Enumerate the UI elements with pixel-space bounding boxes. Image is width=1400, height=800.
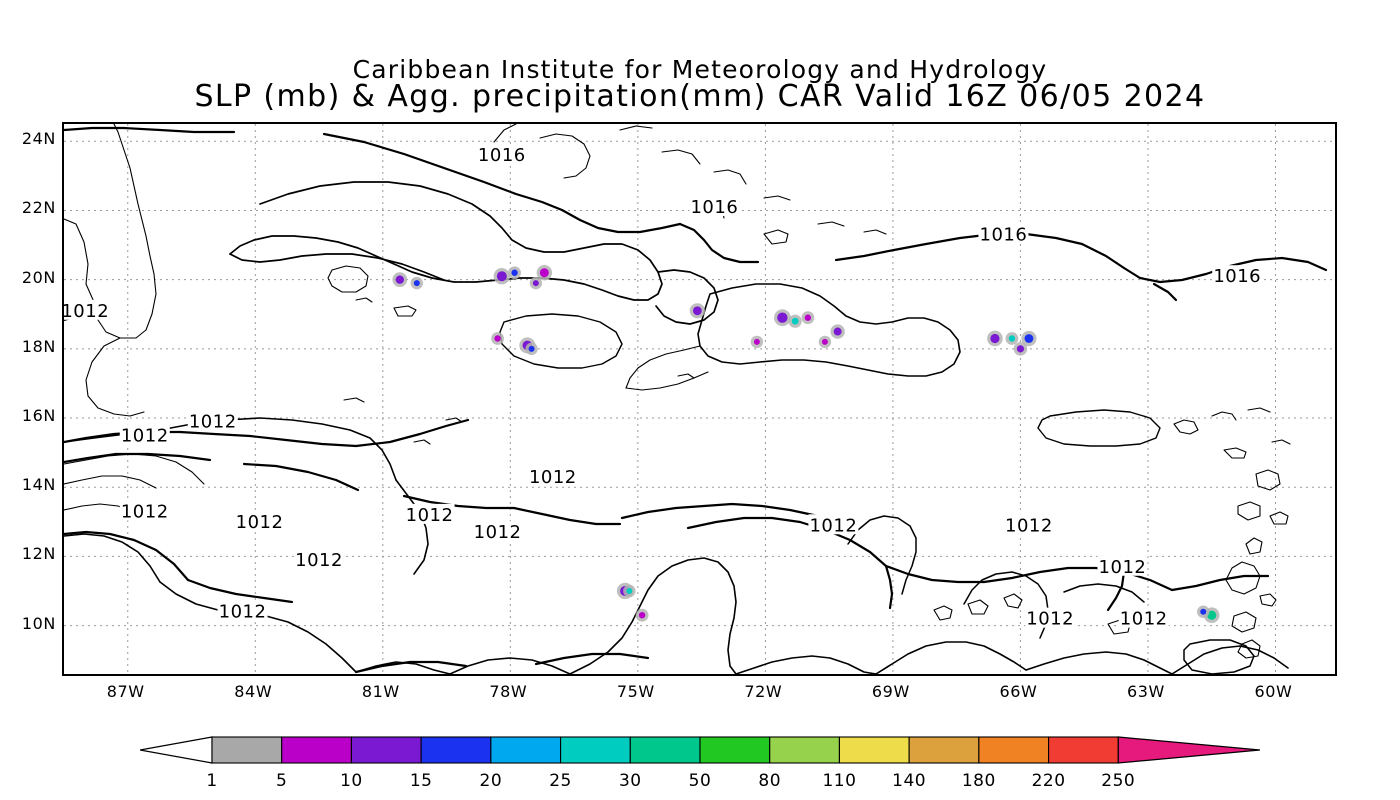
map-plot-area: 1016 1016 1016 1016 1012 1012 1012 1012 1012 1012… bbox=[62, 122, 1337, 676]
x-axis-tick-60W: 60W bbox=[1254, 682, 1293, 701]
colorbar-tick-25: 25 bbox=[549, 771, 572, 791]
y-axis-tick-24N: 24N bbox=[21, 129, 56, 149]
svg-text:1016: 1016 bbox=[1213, 266, 1261, 287]
x-axis-tick-63W: 63W bbox=[1126, 682, 1165, 701]
svg-text:1012: 1012 bbox=[121, 425, 169, 446]
precipitation-colorbar: 1 5 10 15 20 25 30 50 80 110 140 180 220 250 bbox=[140, 733, 1260, 795]
svg-text:1012: 1012 bbox=[1026, 609, 1074, 630]
y-axis-tick-14N: 14N bbox=[21, 475, 56, 495]
svg-text:1012: 1012 bbox=[474, 522, 522, 543]
colorbar-tick-15: 15 bbox=[409, 771, 433, 791]
colorbar-tick-50: 50 bbox=[688, 771, 712, 791]
x-axis-tick-69W: 69W bbox=[871, 682, 910, 701]
x-axis-tick-84W: 84W bbox=[234, 682, 273, 701]
y-axis-tick-16N: 16N bbox=[21, 406, 56, 426]
y-axis-tick-20N: 20N bbox=[21, 267, 56, 287]
x-axis-tick-87W: 87W bbox=[106, 682, 145, 701]
svg-text:1012: 1012 bbox=[406, 505, 454, 526]
svg-text:1016: 1016 bbox=[690, 197, 738, 218]
colorbar-tick-30: 30 bbox=[618, 771, 642, 791]
svg-text:1016: 1016 bbox=[980, 225, 1028, 246]
y-axis-tick-18N: 18N bbox=[21, 336, 56, 356]
svg-text:1012: 1012 bbox=[121, 501, 169, 522]
svg-text:1012: 1012 bbox=[529, 467, 577, 488]
colorbar-tick-220: 220 bbox=[1031, 771, 1066, 791]
x-axis-tick-72W: 72W bbox=[744, 682, 783, 701]
colorbar-tick-5: 5 bbox=[276, 771, 288, 791]
coastline-layer bbox=[64, 124, 1291, 674]
grid-lines bbox=[64, 124, 1335, 674]
svg-text:1012: 1012 bbox=[189, 411, 237, 432]
contour-label-layer: 1016 1016 1016 1016 1012 1012 1012 1012 1012 1012… bbox=[64, 144, 1263, 630]
svg-text:1012: 1012 bbox=[1005, 515, 1053, 536]
x-axis-tick-75W: 75W bbox=[616, 682, 655, 701]
colorbar-tick-80: 80 bbox=[758, 771, 782, 791]
institute-title: Caribbean Institute for Meteorology and … bbox=[352, 55, 1048, 84]
svg-text:1012: 1012 bbox=[295, 550, 343, 571]
y-axis-tick-10N: 10N bbox=[21, 613, 56, 633]
svg-text:1012: 1012 bbox=[1120, 609, 1168, 630]
x-axis-tick-81W: 81W bbox=[361, 682, 400, 701]
colorbar-tick-20: 20 bbox=[479, 771, 503, 791]
isobar-layer bbox=[64, 126, 1328, 674]
svg-text:1012: 1012 bbox=[236, 512, 284, 533]
x-axis-tick-78W: 78W bbox=[489, 682, 528, 701]
svg-text:1012: 1012 bbox=[64, 301, 109, 322]
colorbar-tick-110: 110 bbox=[822, 771, 857, 791]
colorbar-swatches bbox=[140, 736, 1260, 764]
x-axis-tick-66W: 66W bbox=[999, 682, 1038, 701]
page-title: SLP (mb) & Agg. precipitation(mm) CAR Va… bbox=[194, 79, 1206, 114]
colorbar-tick-180: 180 bbox=[961, 771, 996, 791]
y-axis-tick-12N: 12N bbox=[21, 544, 56, 564]
svg-text:1012: 1012 bbox=[219, 602, 267, 623]
map-canvas: 1016 1016 1016 1016 1012 1012 1012 1012 1012 1012… bbox=[64, 124, 1335, 674]
y-axis-tick-22N: 22N bbox=[21, 198, 56, 218]
colorbar-tick-140: 140 bbox=[892, 771, 927, 791]
precipitation-layer bbox=[392, 265, 1220, 623]
colorbar-tick-10: 10 bbox=[340, 771, 363, 791]
svg-text:1012: 1012 bbox=[1099, 557, 1147, 578]
svg-text:1016: 1016 bbox=[478, 145, 526, 166]
colorbar-tick-1: 1 bbox=[206, 771, 218, 791]
colorbar-tick-250: 250 bbox=[1101, 771, 1136, 791]
svg-text:1012: 1012 bbox=[809, 515, 857, 536]
